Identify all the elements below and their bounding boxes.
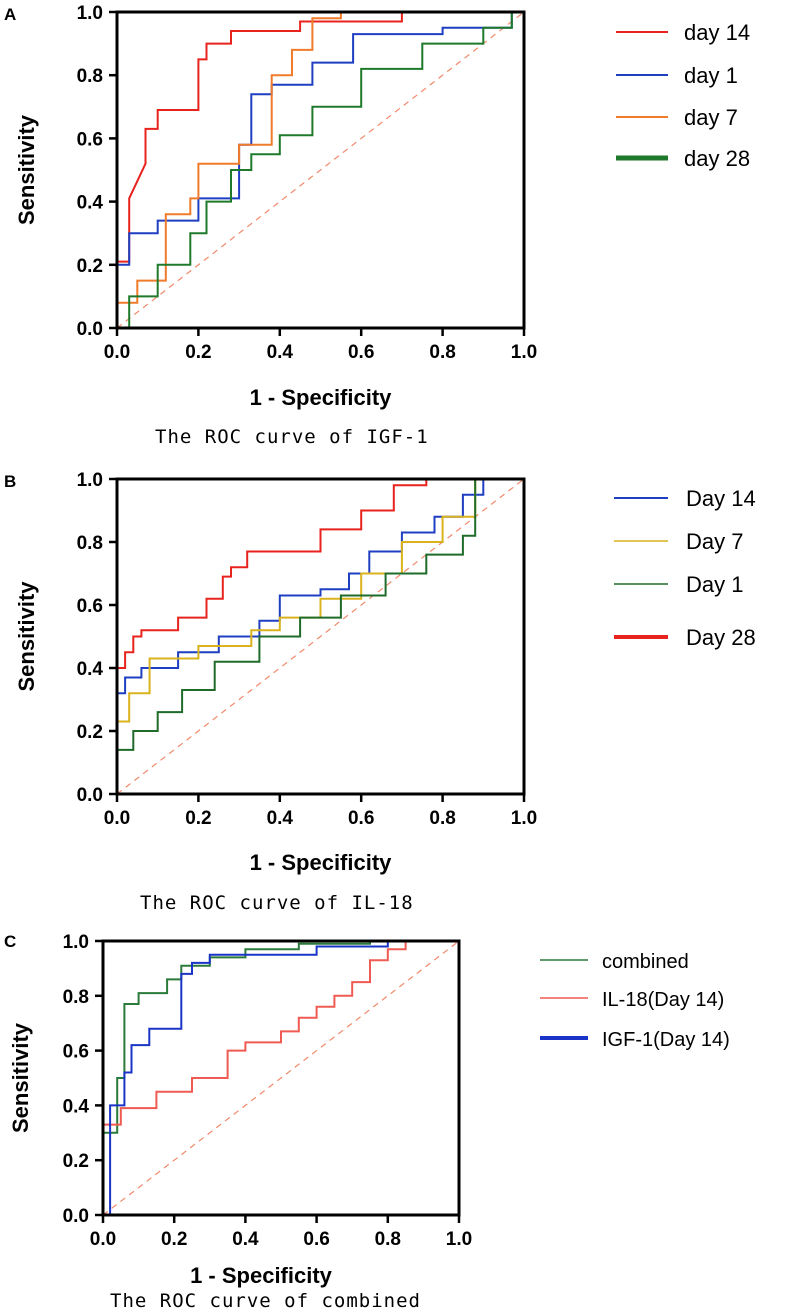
y-tick-label: 0.6 [63,1042,89,1063]
y-tick-label: 0.8 [63,987,89,1008]
reference-diagonal [102,940,460,1216]
x-tick-label: 0.0 [90,1229,116,1250]
reference-diagonal [116,11,525,329]
legend-label: Day 14 [686,486,756,511]
legend-label: day 28 [684,146,750,171]
panel-letter: A [4,5,16,24]
panel-caption: The ROC curve of combined [110,1290,421,1312]
series-line-day-1 [116,478,524,794]
x-tick-label: 1.0 [511,808,537,829]
y-tick-label: 0.2 [63,1151,89,1172]
legend: combined IL-18(Day 14) IGF-1(Day 14) [540,951,730,1051]
y-tick-label: 0.8 [77,533,103,554]
x-tick-label: 1.0 [511,342,537,363]
series-line-day-28 [117,11,524,329]
x-tick-label: 0.6 [348,808,374,829]
x-tick-label: 0.4 [232,1229,259,1250]
x-tick-label: 0.4 [267,808,294,829]
legend-label: IGF-1(Day 14) [602,1029,730,1051]
panel-a: A 0.0 0.2 0.4 0.6 0.8 1.0 0.0 0.2 0.4 0.6 0.8 1.0 1 -… [4,3,750,448]
y-tick-label: 1.0 [77,470,103,491]
y-tick-label: 1.0 [63,932,89,953]
panel-caption: The ROC curve of IGF-1 [155,426,429,448]
legend: day 14 day 1 day 7 day 28 [616,20,750,171]
y-tick-label: 0.0 [77,785,103,806]
legend-label: Day 1 [686,572,743,597]
x-tick-label: 0.2 [185,342,211,363]
x-tick-label: 0.0 [104,342,130,363]
x-tick-label: 0.2 [185,808,211,829]
y-tick-label: 0.4 [63,1096,90,1117]
legend-label: Day 7 [686,529,743,554]
legend-label: day 1 [684,63,738,88]
series-line-day-14 [116,11,524,328]
y-tick-label: 1.0 [77,3,103,24]
plot-frame [115,477,526,796]
x-axis-title: 1 - Specificity [250,850,393,875]
y-tick-label: 0.2 [77,722,103,743]
legend-label: IL-18(Day 14) [602,989,724,1011]
y-tick-label: 0.4 [77,193,104,214]
x-axis-title: 1 - Specificity [190,1263,333,1288]
y-tick-label: 0.4 [77,659,104,680]
legend-label: Day 28 [686,625,756,650]
x-tick-label: 0.6 [348,342,374,363]
panel-letter: B [4,472,16,491]
x-tick-label: 0.8 [375,1229,401,1250]
y-tick-label: 0.6 [77,596,103,617]
y-axis-title: Sensitivity [14,114,39,225]
series-line-day-7 [116,478,524,794]
plot-frame [115,10,526,330]
panel-caption: The ROC curve of IL-18 [140,892,414,914]
x-tick-label: 0.6 [303,1229,329,1250]
y-tick-label: 0.0 [63,1206,89,1227]
series-line-igf-1-day-14- [103,940,459,1216]
legend: Day 14 Day 7 Day 1 Day 28 [614,486,756,650]
x-tick-label: 0.2 [161,1229,187,1250]
y-tick-label: 0.0 [77,319,103,340]
y-axis-title: Sensitivity [8,1022,33,1133]
x-tick-label: 0.0 [104,808,130,829]
x-tick-label: 0.8 [429,342,455,363]
legend-label: combined [602,951,689,973]
x-tick-label: 0.4 [267,342,294,363]
series-line-day-7 [116,11,524,328]
y-tick-label: 0.8 [77,66,103,87]
y-axis-title: Sensitivity [14,581,39,692]
x-axis-title: 1 - Specificity [250,385,393,410]
plot-frame [101,939,461,1217]
x-tick-label: 0.8 [429,808,455,829]
series-line-day-1 [116,11,524,328]
legend-label: day 7 [684,105,738,130]
y-tick-label: 0.6 [77,129,103,150]
panel-letter: C [4,932,16,951]
reference-diagonal [116,478,525,795]
legend-label: day 14 [684,20,750,45]
panel-b: B 0.0 0.2 0.4 0.6 0.8 1.0 0.0 0.2 0.4 0.6 0.8 1.0 1 -… [4,470,756,914]
x-tick-label: 1.0 [446,1229,472,1250]
series-line-day-28 [116,478,524,794]
y-tick-label: 0.2 [77,256,103,277]
series-line-il-18-day-14- [102,940,459,1215]
panel-c: C 0.0 0.2 0.4 0.6 0.8 1.0 0.0 0.2 0.4 0.6 0.8 1.0 1 -… [4,932,730,1312]
